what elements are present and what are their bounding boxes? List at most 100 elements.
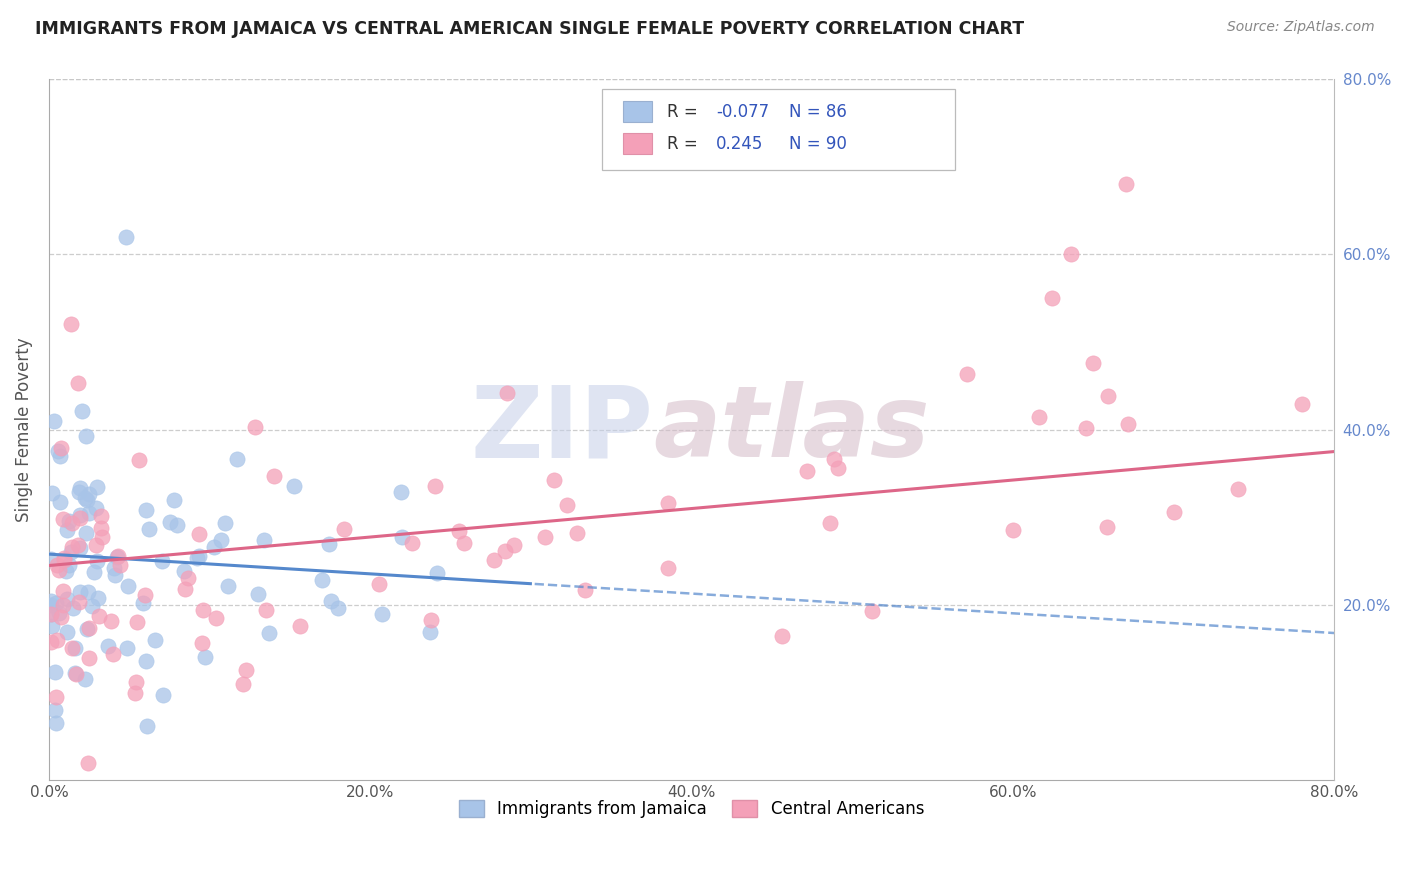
Point: [69, 541, 91, 555]
Point: [63, 641, 86, 656]
Point: [367, 577, 389, 591]
Point: [53, 553, 76, 567]
Point: [1095, 520, 1118, 534]
Point: [166, 518, 188, 533]
Point: [51, 441, 73, 455]
Point: [49, 610, 72, 624]
Point: [56, 625, 79, 640]
Point: [152, 688, 174, 702]
Point: [225, 451, 247, 466]
Point: [202, 540, 225, 554]
Point: [534, 530, 557, 544]
Point: [188, 549, 211, 563]
Point: [243, 420, 266, 434]
Point: [107, 549, 129, 564]
Point: [69, 585, 91, 599]
Point: [49, 449, 72, 463]
Point: [48, 606, 70, 620]
Point: [419, 613, 441, 627]
Point: [326, 600, 349, 615]
Point: [67, 595, 90, 609]
Point: [1001, 523, 1024, 537]
Point: [52, 598, 75, 612]
Point: [63, 665, 86, 680]
Point: [39, 607, 62, 621]
Legend: Immigrants from Jamaica, Central Americans: Immigrants from Jamaica, Central America…: [453, 793, 931, 824]
Point: [186, 550, 208, 565]
Point: [77, 651, 100, 665]
Point: [205, 611, 228, 625]
Point: [39, 634, 62, 648]
Point: [48, 563, 70, 577]
Point: [283, 478, 305, 492]
Point: [193, 603, 215, 617]
Point: [134, 588, 156, 602]
Point: [209, 533, 232, 548]
Point: [218, 579, 240, 593]
Point: [124, 685, 146, 699]
Point: [90, 530, 112, 544]
Y-axis label: Single Female Poverty: Single Female Poverty: [15, 337, 32, 522]
Text: -0.077: -0.077: [716, 103, 769, 121]
Point: [65, 666, 87, 681]
Point: [318, 537, 340, 551]
Point: [143, 632, 166, 647]
Point: [45, 633, 67, 648]
Point: [174, 582, 197, 596]
Point: [150, 554, 173, 568]
Point: [125, 674, 148, 689]
Point: [1115, 177, 1137, 191]
Point: [419, 624, 441, 639]
Point: [52, 583, 75, 598]
Point: [332, 522, 354, 536]
Point: [89, 609, 111, 624]
Point: [84, 501, 107, 516]
Point: [311, 573, 333, 587]
Point: [69, 481, 91, 495]
Point: [101, 647, 124, 661]
Point: [447, 524, 470, 538]
Point: [44, 414, 66, 428]
Point: [389, 484, 412, 499]
Point: [194, 650, 217, 665]
Point: [58, 558, 80, 572]
Point: [108, 558, 131, 572]
Point: [45, 558, 67, 572]
Point: [574, 583, 596, 598]
Point: [128, 453, 150, 467]
Point: [39, 552, 62, 566]
Point: [1116, 417, 1139, 432]
Point: [66, 376, 89, 390]
Point: [77, 506, 100, 520]
Point: [39, 593, 62, 607]
Point: [187, 526, 209, 541]
Point: [134, 654, 156, 668]
Point: [823, 451, 845, 466]
Point: [254, 603, 277, 617]
Point: [1083, 355, 1105, 369]
Point: [138, 522, 160, 536]
Point: [60, 318, 83, 332]
Point: [253, 533, 276, 548]
Point: [796, 464, 818, 478]
Point: [173, 564, 195, 578]
Point: [45, 596, 67, 610]
Point: [62, 601, 84, 615]
Point: [426, 566, 449, 581]
Point: [41, 485, 63, 500]
Point: [86, 554, 108, 568]
Point: [494, 544, 516, 558]
Point: [423, 478, 446, 492]
Point: [127, 615, 149, 629]
Point: [105, 550, 128, 565]
Point: [90, 508, 112, 523]
Point: [1042, 291, 1064, 305]
Point: [84, 538, 107, 552]
Point: [79, 621, 101, 635]
Point: [83, 565, 105, 579]
Point: [117, 578, 139, 592]
Point: [860, 604, 883, 618]
Point: [76, 622, 98, 636]
Point: [288, 619, 311, 633]
Point: [76, 492, 98, 507]
